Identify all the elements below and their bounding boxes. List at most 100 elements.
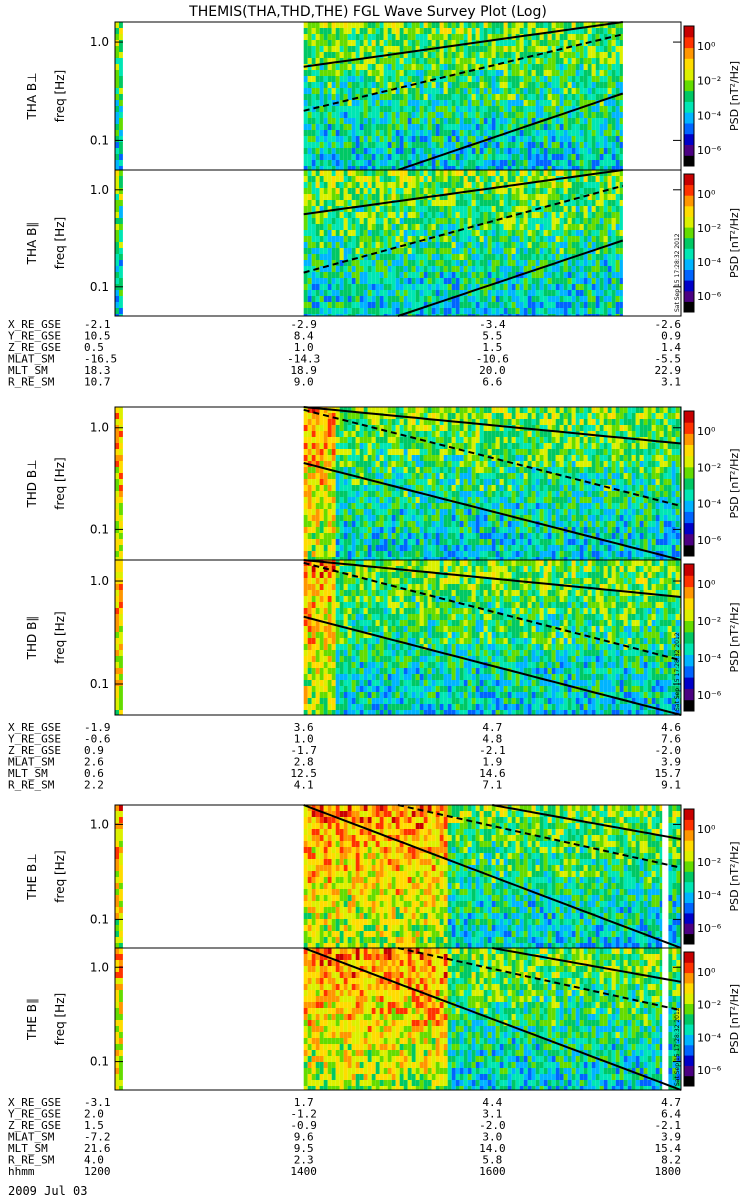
spectrogram-cell (427, 148, 432, 154)
spectrogram-cell (343, 148, 348, 154)
spectrogram-cell (303, 70, 308, 76)
spectrogram-cell (435, 182, 440, 188)
spectrogram-cell (391, 212, 396, 218)
spectrogram-cell (619, 94, 623, 100)
spectrogram-cell (559, 218, 564, 224)
spectrogram-cell (443, 290, 448, 296)
spectrogram-cell (491, 170, 496, 176)
spectrogram-cell (315, 154, 320, 160)
spectrogram-cell (467, 70, 472, 76)
spectrogram-cell (339, 278, 344, 284)
spectrogram-cell (495, 224, 500, 230)
spectrogram-cell (559, 40, 564, 46)
spectrogram-cell (551, 34, 556, 40)
spectrogram-cell (439, 278, 444, 284)
spectrogram-cell (467, 272, 472, 278)
spectrogram-cell (351, 136, 356, 142)
spectrogram-cell (323, 46, 328, 52)
spectrogram-cell (419, 166, 424, 170)
spectrogram-cell (599, 100, 604, 106)
spectrogram-cell (359, 166, 364, 170)
spectrogram-cell (395, 491, 400, 497)
spectrogram-cell (459, 266, 464, 272)
spectrogram-cell (619, 278, 623, 284)
spectrogram-cell (491, 218, 496, 224)
spectrogram-cell (427, 154, 432, 160)
spectrogram-cell (415, 22, 420, 28)
spectrogram-cell (351, 160, 356, 166)
spectrogram-cell (571, 130, 576, 136)
spectrogram-cell (471, 170, 476, 176)
spectrogram-cell (463, 142, 468, 148)
spectrogram-cell (471, 236, 476, 242)
spectrogram-cell (371, 467, 376, 473)
spectrogram-cell (443, 242, 448, 248)
spectrogram-cell (423, 266, 428, 272)
spectrogram-cell (615, 236, 620, 242)
spectrogram-cell (339, 100, 344, 106)
spectrogram-cell (331, 515, 336, 521)
spectrogram-cell (543, 118, 548, 124)
spectrogram-cell (411, 551, 416, 557)
spectrogram-cell (303, 170, 308, 176)
spectrogram-cell (527, 314, 532, 316)
spectrogram-cell (551, 230, 556, 236)
spectrogram-cell (387, 443, 392, 449)
spectrogram-cell (503, 88, 508, 94)
spectrogram-cell (483, 224, 488, 230)
spectrogram-cell (431, 70, 436, 76)
spectrogram-cell (483, 28, 488, 34)
spectrogram-cell (331, 290, 336, 296)
spectrogram-cell (447, 290, 452, 296)
spectrogram-cell (503, 82, 508, 88)
spectrogram-cell (431, 188, 436, 194)
spectrogram-cell (431, 200, 436, 206)
spectrogram-cell (435, 278, 440, 284)
spectrogram-cell (331, 551, 336, 557)
spectrogram-cell (339, 479, 344, 485)
spectrogram-cell (519, 314, 524, 316)
spectrogram-cell (339, 491, 344, 497)
spectrogram-cell (367, 503, 372, 509)
spectrogram-cell (567, 230, 572, 236)
spectrogram-cell (531, 64, 536, 70)
spectrogram-cell (499, 112, 504, 118)
spectrogram-cell (531, 106, 536, 112)
spectrogram-cell (463, 130, 468, 136)
spectrogram-cell (531, 34, 536, 40)
spectrogram-cell (511, 260, 516, 266)
spectrogram-cell (579, 46, 584, 52)
spectrogram-cell (371, 503, 376, 509)
spectrogram-cell (307, 148, 312, 154)
spectrogram-cell (447, 166, 452, 170)
spectrogram-cell (607, 124, 612, 130)
spectrogram-cell (543, 88, 548, 94)
spectrogram-cell (427, 34, 432, 40)
spectrogram-cell (615, 82, 620, 88)
spectrogram-cell (347, 407, 352, 413)
spectrogram-cell (491, 52, 496, 58)
spectrogram-cell (527, 124, 532, 130)
spectrogram-cell (119, 124, 123, 130)
spectrogram-cell (411, 46, 416, 52)
spectrogram-cell (499, 88, 504, 94)
spectrogram-cell (539, 302, 544, 308)
spectrogram-cell (607, 100, 612, 106)
spectrogram-cell (467, 88, 472, 94)
spectrogram-cell (571, 52, 576, 58)
spectrogram-cell (363, 28, 368, 34)
spectrogram-cell (419, 34, 424, 40)
spectrogram-cell (367, 34, 372, 40)
spectrogram-cell (419, 278, 424, 284)
spectrogram-cell (535, 176, 540, 182)
spectrogram-cell (519, 254, 524, 260)
spectrogram-cell (307, 112, 312, 118)
spectrogram-cell (451, 118, 456, 124)
spectrogram-cell (331, 118, 336, 124)
spectrogram-cell (527, 136, 532, 142)
spectrogram-cell (559, 94, 564, 100)
spectrogram-cell (467, 52, 472, 58)
spectrogram-cell (547, 58, 552, 64)
spectrogram-cell (519, 278, 524, 284)
